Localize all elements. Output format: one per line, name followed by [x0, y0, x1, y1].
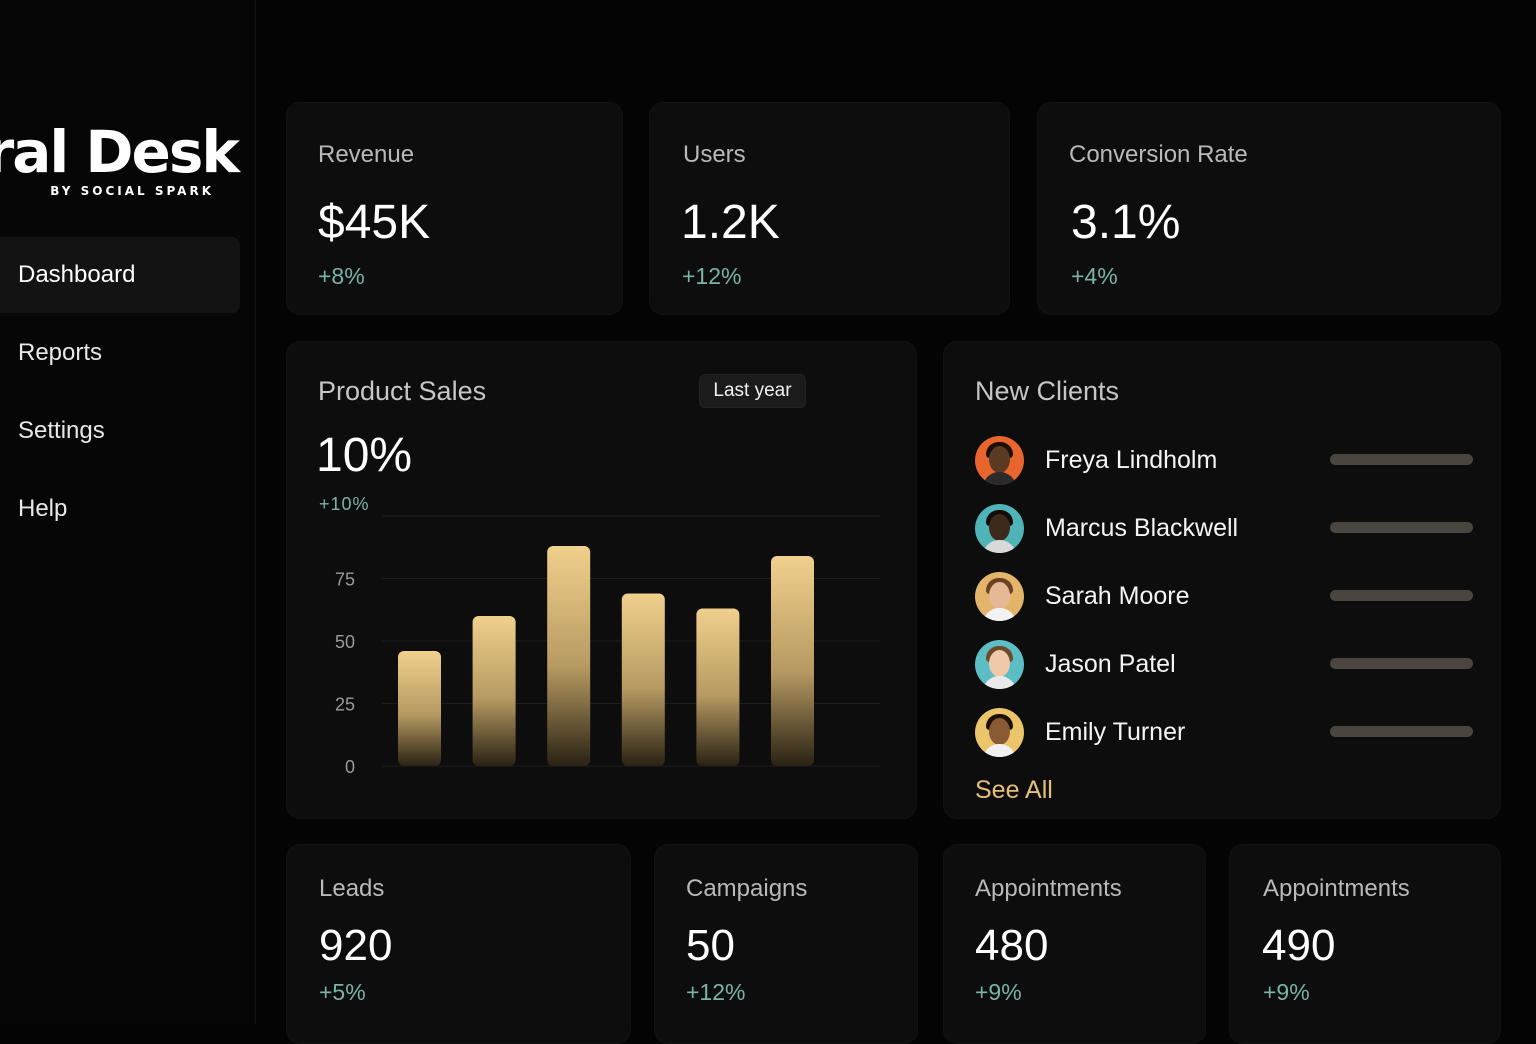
kpi-label: Leads — [319, 875, 385, 902]
chart-bar[interactable] — [547, 546, 591, 766]
sidebar-item-settings[interactable]: Settings — [18, 417, 105, 444]
product-sales-delta: +10% — [319, 494, 370, 514]
kpi-label: Campaigns — [686, 875, 808, 902]
kpi-delta: +12% — [686, 979, 746, 1005]
kpi-delta: +9% — [1263, 979, 1310, 1005]
kpi-value: 3.1% — [1071, 196, 1181, 249]
avatar — [975, 503, 1024, 553]
avatar — [975, 639, 1024, 689]
kpi-delta: +12% — [682, 263, 742, 289]
client-row[interactable]: Jason Patel — [975, 638, 1473, 690]
sidebar-item-dashboard[interactable]: Dashboard — [0, 237, 240, 313]
kpi-card-appointments-2[interactable]: Appointments 490 +9% — [1229, 844, 1501, 1044]
client-progress-bar — [1330, 522, 1473, 533]
kpi-card-campaigns[interactable]: Campaigns 50 +12% — [654, 844, 918, 1044]
new-clients-card: New Clients Freya Lindholm Marcus Blackw… — [943, 341, 1501, 819]
period-select-button[interactable]: Last year — [699, 374, 806, 408]
product-sales-chart: 0 25 50 75 — [335, 515, 880, 777]
sidebar-item-help[interactable]: Help — [18, 495, 68, 522]
client-name: Emily Turner — [1045, 717, 1186, 746]
client-name: Freya Lindholm — [1045, 445, 1218, 474]
chart-bar[interactable] — [398, 651, 441, 766]
product-sales-title: Product Sales — [318, 376, 487, 406]
chart-bar[interactable] — [771, 556, 814, 766]
kpi-delta: +9% — [975, 979, 1022, 1005]
kpi-card-leads[interactable]: Leads 920 +5% — [286, 844, 631, 1044]
chart-bar[interactable] — [621, 593, 665, 767]
kpi-delta: +5% — [319, 979, 366, 1005]
client-progress-bar — [1330, 726, 1473, 737]
sidebar-nav: Dashboard Reports Settings Help — [0, 237, 240, 549]
kpi-label: Revenue — [318, 141, 415, 168]
brand-subtitle: BY SOCIAL SPARK — [50, 184, 214, 198]
chart-bar[interactable] — [696, 608, 740, 767]
product-sales-value: 10% — [316, 429, 413, 482]
see-all-link[interactable]: See All — [975, 776, 1053, 804]
kpi-card-revenue[interactable]: Revenue $45K +8% — [286, 102, 623, 315]
kpi-value: 480 — [975, 921, 1049, 970]
client-progress-bar — [1330, 590, 1473, 601]
kpi-value: 1.2K — [681, 196, 780, 249]
client-row[interactable]: Marcus Blackwell — [975, 502, 1473, 554]
client-name: Marcus Blackwell — [1045, 513, 1239, 542]
kpi-value: 50 — [686, 921, 735, 970]
brand-logo[interactable]: iral Desk BY SOCIAL SPARK — [0, 118, 256, 208]
kpi-value: 490 — [1262, 921, 1336, 970]
y-tick-label: 0 — [345, 757, 355, 777]
client-name: Sarah Moore — [1045, 581, 1190, 610]
kpi-delta: +4% — [1071, 263, 1118, 289]
new-clients-title: New Clients — [975, 376, 1120, 406]
kpi-delta: +8% — [318, 263, 365, 289]
y-tick-label: 50 — [335, 632, 355, 652]
chart-bar[interactable] — [472, 616, 516, 766]
kpi-label: Appointments — [975, 875, 1122, 902]
client-progress-bar — [1330, 454, 1473, 465]
kpi-value: 920 — [319, 921, 393, 970]
product-sales-card: Product Sales Last year 10% +10% 0 25 50 75 — [286, 341, 917, 819]
avatar — [975, 571, 1024, 621]
client-name: Jason Patel — [1045, 649, 1176, 678]
kpi-value: $45K — [318, 196, 431, 249]
client-progress-bar — [1330, 658, 1473, 669]
kpi-label: Conversion Rate — [1069, 141, 1248, 168]
client-row[interactable]: Freya Lindholm — [975, 434, 1473, 486]
brand-title: iral Desk — [0, 118, 240, 186]
avatar — [975, 435, 1024, 485]
sidebar-item-reports[interactable]: Reports — [18, 339, 103, 366]
kpi-card-appointments[interactable]: Appointments 480 +9% — [943, 844, 1206, 1044]
avatar — [975, 707, 1024, 757]
client-row[interactable]: Emily Turner — [975, 706, 1473, 758]
kpi-card-users[interactable]: Users 1.2K +12% — [649, 102, 1010, 315]
kpi-label: Users — [683, 141, 746, 168]
sidebar: iral Desk BY SOCIAL SPARK Dashboard Repo… — [0, 0, 256, 1024]
client-row[interactable]: Sarah Moore — [975, 570, 1473, 622]
kpi-label: Appointments — [1263, 875, 1410, 902]
kpi-card-conversion-rate[interactable]: Conversion Rate 3.1% +4% — [1037, 102, 1501, 315]
y-tick-label: 75 — [335, 570, 355, 590]
y-tick-label: 25 — [335, 695, 355, 715]
